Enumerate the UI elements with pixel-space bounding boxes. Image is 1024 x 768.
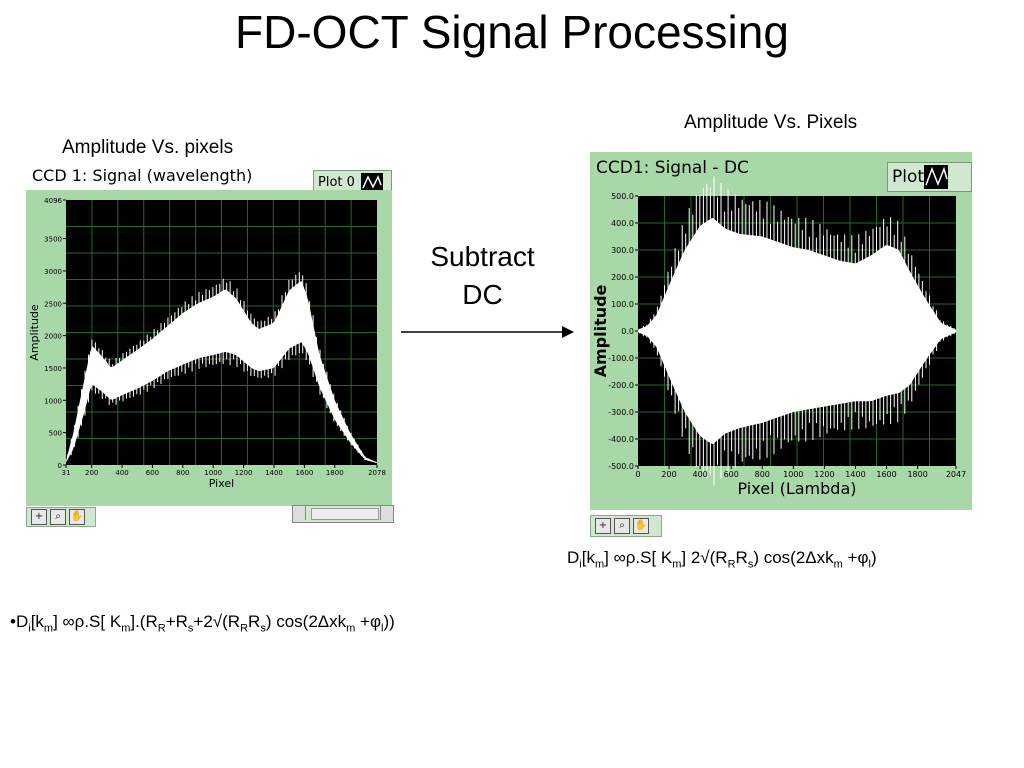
subtract-line1: Subtract [430, 241, 535, 272]
scroll-thumb[interactable] [311, 508, 379, 520]
slide-title: FD-OCT Signal Processing [235, 6, 789, 58]
x-tick-label: 1000 [783, 470, 803, 479]
left-chart-title: CCD 1: Signal (wavelength) [32, 166, 253, 185]
line-style-icon [360, 173, 383, 191]
y-axis-label: Amplitude [28, 304, 41, 361]
x-tick-label: 1000 [204, 469, 222, 477]
equation-right: Di[km] ∞ρ.S[ Km] 2√(RRRs) cos(2Δxkm +φl) [567, 548, 877, 571]
hand-icon[interactable]: ✋ [69, 509, 85, 525]
left-chart: 0 500 1000 1500 2000 2500 3000 3500 4096 31 200 400… [28, 197, 386, 490]
line-style-icon [924, 165, 949, 189]
y-tick-label: 200.0 [611, 273, 634, 282]
right-legend[interactable]: Plot 0 [887, 162, 972, 192]
scroll-left-arrow[interactable] [293, 506, 306, 520]
x-tick-label: 1200 [235, 469, 253, 477]
left-toolbar: + ⌕ ✋ [26, 507, 96, 527]
crosshair-icon[interactable]: + [31, 509, 47, 525]
x-tick-label: 200 [85, 469, 98, 477]
y-tick-label: -500.0 [608, 462, 634, 471]
left-chart-panel: 0 500 1000 1500 2000 2500 3000 3500 4096 31 200 400… [26, 190, 392, 506]
y-tick-label: -200.0 [608, 381, 634, 390]
x-tick-label: 1400 [845, 470, 865, 479]
x-tick-label: 0 [635, 470, 640, 479]
left-scrollbar[interactable] [292, 505, 394, 523]
y-tick-label: 2000 [44, 333, 62, 341]
y-tick-label: 100.0 [611, 300, 634, 309]
x-tick-label: 600 [146, 469, 159, 477]
x-tick-label: 800 [176, 469, 189, 477]
zoom-icon[interactable]: ⌕ [614, 518, 630, 534]
y-tick-label: 1000 [44, 397, 62, 405]
zoom-icon[interactable]: ⌕ [50, 509, 66, 525]
x-tick-label: 200 [661, 470, 676, 479]
x-tick-label: 1200 [814, 470, 834, 479]
signal-spikes [67, 272, 376, 463]
arrow-right-icon [401, 326, 574, 338]
y-tick-label: 3500 [44, 236, 62, 244]
left-caption: Amplitude Vs. pixels [62, 137, 234, 158]
y-tick-label: 300.0 [611, 246, 634, 255]
y-axis-label: Amplitude [591, 284, 610, 377]
right-chart-panel: 500.0 400.0 300.0 200.0 100.0 0.0 -100.0 -200.0… [590, 152, 972, 510]
equation-bottom: •Di[km] ∞ρ.S[ Km].(RR+Rs+2√(RRRs) cos(2Δ… [10, 612, 395, 635]
right-toolbar: + ⌕ ✋ [590, 515, 662, 537]
y-tick-label: 1500 [44, 365, 62, 373]
y-tick-label: -400.0 [608, 435, 634, 444]
right-chart: 500.0 400.0 300.0 200.0 100.0 0.0 -100.0 -200.0… [591, 176, 966, 498]
left-legend-label: Plot 0 [318, 174, 355, 190]
scroll-right-arrow[interactable] [380, 506, 393, 520]
y-tick-label: 4096 [44, 197, 62, 205]
subtract-line2: DC [462, 279, 503, 310]
x-tick-label: 1600 [295, 469, 313, 477]
x-tick-label: 1600 [876, 470, 896, 479]
x-tick-label: 1800 [326, 469, 344, 477]
x-axis-label: Pixel [209, 477, 234, 490]
x-tick-label: 600 [724, 470, 739, 479]
signal-spikes [639, 176, 955, 486]
x-tick-label: 800 [755, 470, 770, 479]
x-tick-label: 2078 [368, 469, 386, 477]
x-tick-label: 1400 [265, 469, 283, 477]
x-axis-label: Pixel (Lambda) [738, 479, 857, 498]
y-tick-label: 3000 [44, 268, 62, 276]
x-tick-label: 31 [62, 469, 71, 477]
x-tick-label: 2047 [946, 470, 966, 479]
crosshair-icon[interactable]: + [595, 518, 611, 534]
y-tick-label: 500 [49, 430, 62, 438]
y-tick-label: 0.0 [621, 327, 634, 336]
subtract-label: Subtract DC [405, 238, 560, 314]
x-tick-label: 1800 [907, 470, 927, 479]
right-caption: Amplitude Vs. Pixels [684, 112, 858, 133]
x-tick-label: 400 [115, 469, 128, 477]
y-tick-label: 400.0 [611, 219, 634, 228]
y-tick-label: 500.0 [611, 192, 634, 201]
y-tick-label: -100.0 [608, 354, 634, 363]
y-tick-label: 0 [58, 462, 62, 470]
y-tick-label: -300.0 [608, 408, 634, 417]
y-tick-label: 2500 [44, 300, 62, 308]
x-tick-label: 400 [692, 470, 707, 479]
right-chart-title: CCD1: Signal - DC [596, 158, 749, 178]
hand-icon[interactable]: ✋ [633, 518, 649, 534]
